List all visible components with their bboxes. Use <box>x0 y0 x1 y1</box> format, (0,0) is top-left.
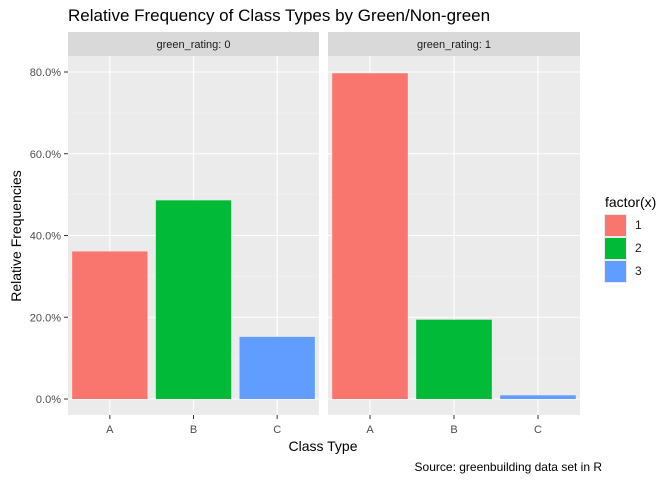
facet-strip-label: green_rating: 0 <box>157 39 231 51</box>
y-tick-label: 0.0% <box>36 394 61 406</box>
facet-strip <box>68 32 319 56</box>
legend-key <box>604 214 627 237</box>
legend-key <box>604 237 627 260</box>
bar-c <box>239 336 315 399</box>
x-tick-label: B <box>190 424 197 436</box>
legend-swatch-3 <box>605 261 626 282</box>
y-tick-label: 60.0% <box>30 149 61 161</box>
legend-swatch-1 <box>605 215 626 236</box>
x-tick-label: C <box>273 424 281 436</box>
legend-key <box>604 260 627 283</box>
y-tick-label: 40.0% <box>30 231 61 243</box>
y-tick-label: 80.0% <box>30 67 61 79</box>
x-tick-label: C <box>534 424 542 436</box>
y-axis-label: Relative Frequencies <box>8 170 24 302</box>
chart-title: Relative Frequency of Class Types by Gre… <box>68 6 491 25</box>
bar-b <box>416 319 492 399</box>
x-tick-label: A <box>106 424 114 436</box>
legend-item-1: 1 <box>604 214 664 237</box>
legend-swatch-2 <box>605 238 626 259</box>
bar-a <box>332 73 408 399</box>
legend-label-2: 2 <box>635 241 642 255</box>
chart-caption: Source: greenbuilding data set in R <box>414 460 602 474</box>
legend-label-1: 1 <box>635 218 642 232</box>
bar-b <box>155 200 232 399</box>
x-tick-label: A <box>366 424 374 436</box>
y-tick-label: 20.0% <box>30 312 61 324</box>
bar-c <box>500 395 576 399</box>
legend-label-3: 3 <box>635 264 642 278</box>
legend-title: factor(x) <box>605 194 657 210</box>
facet-strip <box>328 32 580 56</box>
facet-strip-label: green_rating: 1 <box>417 39 491 51</box>
legend-item-2: 2 <box>604 237 664 260</box>
x-tick-label: B <box>450 424 457 436</box>
x-axis-label: Class Type <box>288 438 358 454</box>
legend-item-3: 3 <box>604 260 664 283</box>
bar-a <box>72 251 148 399</box>
